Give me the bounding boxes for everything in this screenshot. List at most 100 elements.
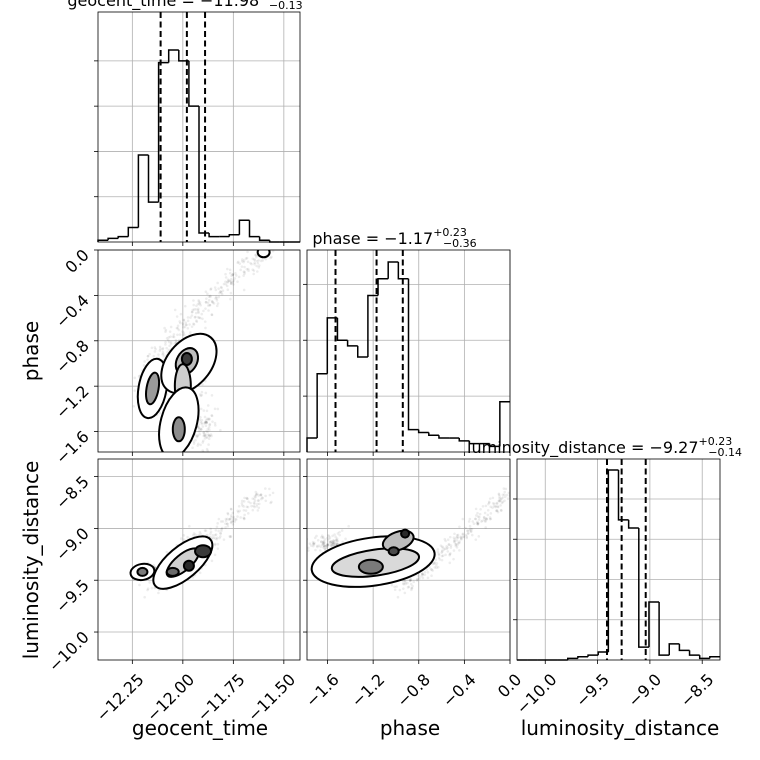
panel-luminosity_distance-vs-geocent_time-sample-point bbox=[244, 509, 248, 512]
panel-phase-vs-geocent_time-sample-point bbox=[150, 346, 154, 350]
panel-luminosity_distance-vs-geocent_time-sample-point bbox=[226, 512, 230, 516]
panel-luminosity_distance-vs-geocent_time-contour-4 bbox=[182, 559, 195, 572]
panel-phase-vs-geocent_time-sample-point bbox=[206, 433, 210, 436]
panel-luminosity_distance-vs-geocent_time-sample-point bbox=[268, 487, 271, 491]
panel-luminosity_distance-vs-geocent_time-sample-point bbox=[245, 505, 249, 509]
panel-phase-vs-geocent_time-sample-point bbox=[198, 316, 202, 320]
panel-phase-vs-geocent_time-sample-point bbox=[196, 425, 200, 429]
panel-luminosity_distance-vs-phase-sample-point bbox=[331, 534, 334, 538]
panel-luminosity_distance-vs-geocent_time-sample-point bbox=[153, 586, 157, 590]
panel-phase-vs-geocent_time-sample-point bbox=[161, 346, 165, 350]
panel-phase-vs-geocent_time-sample-point bbox=[220, 291, 223, 294]
panel-phase-vs-geocent_time-sample-point bbox=[254, 253, 257, 257]
panel-luminosity_distance-vs-phase-sample-point bbox=[292, 554, 295, 557]
panel-luminosity_distance-vs-phase-sample-point bbox=[395, 585, 398, 588]
panel-luminosity_distance-vs-phase-sample-point bbox=[488, 497, 492, 500]
panel-phase-vs-geocent_time-sample-point bbox=[182, 331, 186, 335]
panel-luminosity_distance-vs-phase-sample-point bbox=[332, 538, 335, 542]
panel-phase-vs-geocent_time-sample-point bbox=[238, 262, 242, 265]
x-luminosity_distance-xtick-label-2: −9.0 bbox=[624, 670, 665, 711]
panel-luminosity_distance-vs-geocent_time-sample-point bbox=[243, 496, 246, 500]
panel-luminosity_distance-vs-phase-sample-point bbox=[458, 525, 461, 529]
y-phase-ytick-label-2: −0.8 bbox=[52, 336, 93, 377]
panel-luminosity_distance-vs-phase-sample-point bbox=[461, 532, 465, 536]
panel-phase-vs-geocent_time-sample-point bbox=[174, 338, 178, 342]
panel-luminosity_distance-vs-geocent_time-sample-point bbox=[237, 504, 241, 508]
panel-phase-vs-geocent_time-sample-point bbox=[231, 273, 235, 276]
panel-luminosity_distance-vs-phase-sample-point bbox=[319, 545, 323, 549]
panel-luminosity_distance-vs-phase-sample-point bbox=[478, 512, 482, 516]
panel-luminosity_distance-vs-phase-sample-point bbox=[445, 545, 448, 548]
panel-phase-vs-geocent_time-sample-point bbox=[259, 259, 263, 263]
panel-phase-vs-geocent_time-sample-point bbox=[229, 277, 233, 281]
panel-phase-vs-geocent_time-sample-point bbox=[162, 354, 166, 358]
panel-luminosity_distance-vs-geocent_time-sample-point bbox=[219, 520, 223, 523]
panel-phase-vs-geocent_time-sample-point bbox=[228, 279, 231, 283]
title-luminosity_distance-plus: +0.23 bbox=[699, 435, 733, 448]
panel-phase-vs-geocent_time-sample-point bbox=[207, 309, 210, 312]
panel-phase-vs-geocent_time-sample-point bbox=[208, 422, 212, 426]
panel-phase-vs-geocent_time-sample-point bbox=[190, 314, 194, 317]
panel-luminosity_distance-vs-geocent_time-sample-point bbox=[157, 591, 160, 595]
panel-luminosity_distance-vs-phase-sample-point bbox=[322, 539, 326, 543]
panel-luminosity_distance-vs-geocent_time-sample-point bbox=[261, 496, 265, 500]
panel-luminosity_distance-vs-geocent_time-sample-point bbox=[245, 497, 249, 500]
panel-luminosity_distance-vs-phase-sample-point bbox=[499, 504, 502, 507]
hist-phase-bin-3 bbox=[336, 317, 348, 341]
panel-luminosity_distance-vs-phase-sample-point bbox=[333, 541, 337, 545]
panel-luminosity_distance-vs-phase-sample-point bbox=[464, 526, 467, 530]
hist-luminosity_distance-bin-8 bbox=[597, 651, 609, 656]
panel-phase-vs-geocent_time-sample-point bbox=[192, 442, 196, 445]
panel-luminosity_distance-vs-phase-sample-point bbox=[421, 572, 424, 575]
panel-phase-vs-geocent_time-sample-point bbox=[252, 269, 256, 272]
panel-luminosity_distance-vs-phase-sample-point bbox=[469, 530, 473, 534]
panel-luminosity_distance-vs-geocent_time-sample-point bbox=[219, 534, 222, 538]
panel-luminosity_distance-vs-phase-sample-point bbox=[324, 544, 327, 548]
panel-phase-vs-geocent_time-sample-point bbox=[204, 326, 207, 330]
panel-phase-vs-geocent_time-sample-point bbox=[270, 255, 273, 259]
panel-luminosity_distance-vs-phase-sample-point bbox=[328, 540, 332, 544]
panel-luminosity_distance-vs-phase-sample-point bbox=[321, 541, 325, 544]
panel-phase-vs-geocent_time-sample-point bbox=[199, 420, 202, 424]
panel-phase-vs-geocent_time-sample-point bbox=[166, 338, 170, 342]
panel-phase-vs-geocent_time-contours bbox=[136, 250, 271, 452]
panel-luminosity_distance-vs-phase-sample-point bbox=[441, 549, 444, 552]
panel-luminosity_distance-vs-phase-contour-5 bbox=[387, 546, 400, 557]
panel-phase-vs-geocent_time-sample-point bbox=[208, 303, 212, 307]
panel-phase-vs-geocent_time-sample-point bbox=[208, 434, 211, 438]
panel-phase-vs-geocent_time-sample-point bbox=[213, 286, 217, 289]
hist-geocent_time-bin-6 bbox=[157, 61, 169, 203]
panel-phase-vs-geocent_time-sample-point bbox=[165, 336, 169, 340]
panel-luminosity_distance-vs-phase-sample-point bbox=[465, 536, 469, 540]
hist-luminosity_distance-bin-6 bbox=[577, 656, 589, 659]
y-luminosity_distance-ytick-label-3: −8.5 bbox=[52, 472, 93, 513]
panel-luminosity_distance-vs-phase-sample-point bbox=[320, 534, 324, 537]
panel-phase-vs-geocent_time-sample-point bbox=[255, 264, 259, 268]
panel-phase-vs-geocent_time-sample-point bbox=[210, 414, 214, 418]
panel-luminosity_distance-vs-geocent_time-sample-point bbox=[219, 531, 222, 535]
panel-luminosity_distance-vs-phase-sample-point bbox=[329, 543, 332, 547]
panel-phase-vs-geocent_time-sample-point bbox=[184, 321, 188, 324]
panel-luminosity_distance-vs-phase-sample-point bbox=[332, 542, 336, 546]
panel-luminosity_distance-vs-geocent_time-sample-point bbox=[229, 535, 233, 538]
panel-phase-vs-geocent_time-sample-point bbox=[205, 436, 209, 440]
panel-luminosity_distance-vs-phase-sample-point bbox=[436, 565, 440, 569]
hist-phase-bin-16 bbox=[468, 440, 480, 445]
panel-luminosity_distance-vs-phase-sample-point bbox=[415, 579, 419, 582]
panel-luminosity_distance-vs-phase-frame bbox=[306, 458, 511, 661]
panel-phase-vs-geocent_time-sample-point bbox=[164, 343, 167, 346]
panel-luminosity_distance-vs-phase-sample-point bbox=[467, 520, 471, 523]
panel-luminosity_distance-vs-phase-sample-point bbox=[446, 546, 449, 549]
hist-phase-bin-6 bbox=[367, 294, 379, 357]
panel-phase-vs-geocent_time-sample-point bbox=[200, 390, 204, 394]
panel-luminosity_distance-vs-phase-sample-point bbox=[477, 535, 481, 538]
panel-luminosity_distance-vs-phase-sample-point bbox=[412, 580, 416, 584]
panel-luminosity_distance-vs-geocent_time-sample-point bbox=[203, 529, 207, 532]
panel-luminosity_distance-vs-geocent_time-sample-point bbox=[232, 517, 235, 521]
panel-luminosity_distance-vs-geocent_time-sample-point bbox=[224, 526, 227, 529]
panel-luminosity_distance-vs-geocent_time-sample-point bbox=[252, 504, 256, 508]
panel-phase-vs-geocent_time-sample-point bbox=[201, 441, 205, 444]
panel-luminosity_distance-vs-phase-sample-point bbox=[484, 517, 488, 520]
panel-phase-vs-geocent_time-sample-point bbox=[255, 255, 258, 259]
panel-phase-vs-geocent_time-sample-point bbox=[198, 418, 202, 421]
